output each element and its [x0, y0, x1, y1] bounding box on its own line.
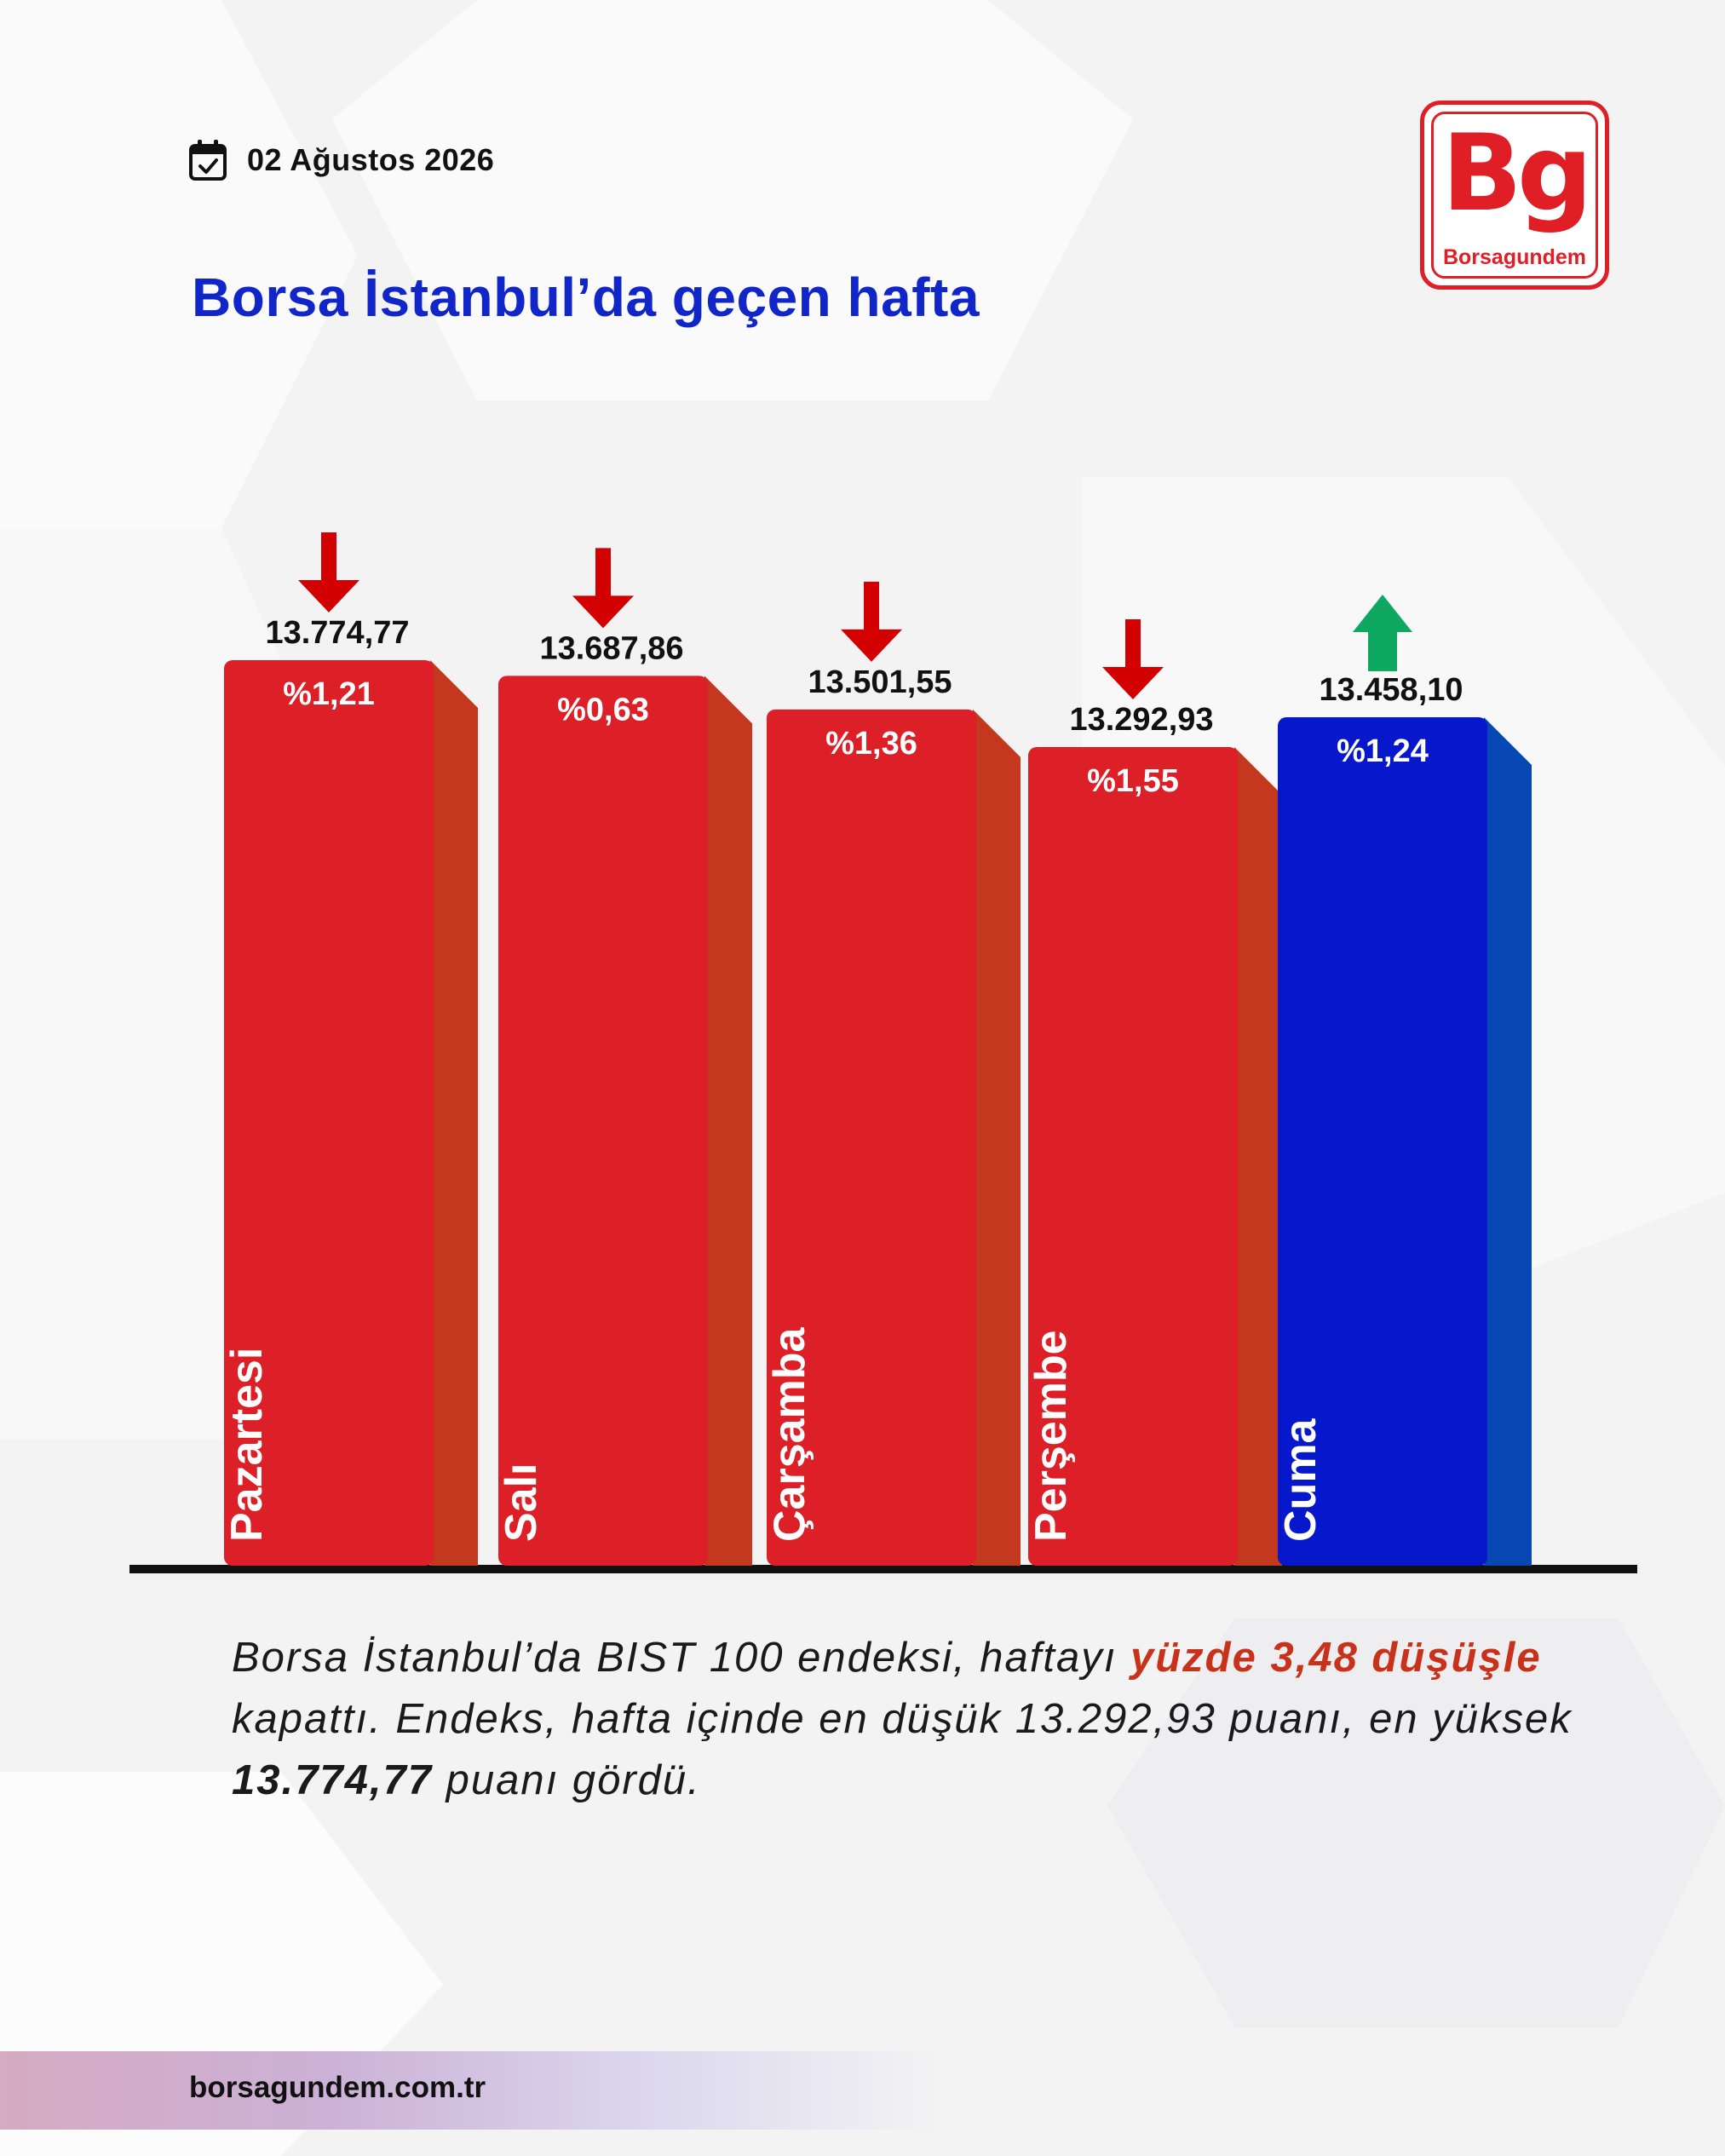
- summary-part-3: puanı gördü.: [433, 1757, 701, 1803]
- bar-sali-side: [704, 676, 752, 1566]
- bar-cuma: [1278, 717, 1487, 1566]
- summary-highlight: yüzde 3,48 düşüşle: [1130, 1635, 1542, 1681]
- down-arrow-icon: [841, 581, 902, 662]
- footer-band: [0, 2051, 937, 2130]
- logo-brand: Borsagundem: [1442, 245, 1587, 269]
- value-label: 13.458,10: [1319, 672, 1463, 708]
- down-arrow-icon: [572, 548, 634, 629]
- change-label: %1,24: [1337, 733, 1429, 769]
- summary-text: Borsa İstanbul’da BIST 100 endeksi, haft…: [232, 1627, 1612, 1811]
- bar-pazartesi: [224, 660, 434, 1566]
- bar-persembe-side: [1234, 747, 1282, 1566]
- category-label: Salı: [497, 1463, 546, 1543]
- category-label: Pazartesi: [222, 1348, 272, 1542]
- date-label: 02 Ağustos 2026: [247, 142, 495, 177]
- summary-part-1: Borsa İstanbul’da BIST 100 endeksi, haft…: [232, 1635, 1130, 1681]
- value-label: 13.292,93: [1069, 702, 1213, 738]
- baseline-axis: [129, 1565, 1637, 1573]
- bar-chart: 13.774,77 %1,21 Pazartesi 13.687,86 %0,63 Sal…: [129, 532, 1637, 1573]
- page-title: Borsa İstanbul’da geçen hafta: [192, 267, 980, 328]
- bar-carsamba-side: [973, 709, 1021, 1566]
- bar-cuma-side: [1484, 717, 1532, 1566]
- logo-inner-border: [1431, 112, 1598, 279]
- logo-letters: Bg: [1441, 112, 1592, 235]
- footer-url: borsagundem.com.tr: [189, 2071, 486, 2104]
- summary-bold-value: 13.774,77: [232, 1757, 433, 1803]
- value-label: 13.687,86: [539, 630, 683, 666]
- bar-sali: [498, 676, 708, 1566]
- category-label: Perşembe: [1026, 1330, 1076, 1542]
- borsagundem-logo: Bg Borsagundem: [1420, 101, 1609, 290]
- change-label: %1,55: [1087, 763, 1179, 799]
- bar-persembe: [1028, 747, 1238, 1566]
- change-label: %1,21: [283, 676, 375, 712]
- bar-pazartesi-side: [430, 660, 478, 1566]
- summary-part-2: kapattı. Endeks, hafta içinde en düşük 1…: [232, 1696, 1573, 1742]
- value-label: 13.774,77: [265, 615, 409, 651]
- date-row: 02 Ağustos 2026: [187, 138, 494, 182]
- category-label: Çarşamba: [765, 1326, 814, 1542]
- calendar-icon: [189, 140, 227, 181]
- change-label: %0,63: [557, 692, 649, 727]
- value-label: 13.501,55: [808, 664, 952, 700]
- up-arrow-icon: [1353, 595, 1412, 672]
- change-label: %1,36: [825, 726, 917, 762]
- category-label: Cuma: [1276, 1417, 1325, 1542]
- down-arrow-icon: [1102, 619, 1164, 699]
- bar-carsamba: [767, 709, 976, 1566]
- down-arrow-icon: [298, 532, 359, 612]
